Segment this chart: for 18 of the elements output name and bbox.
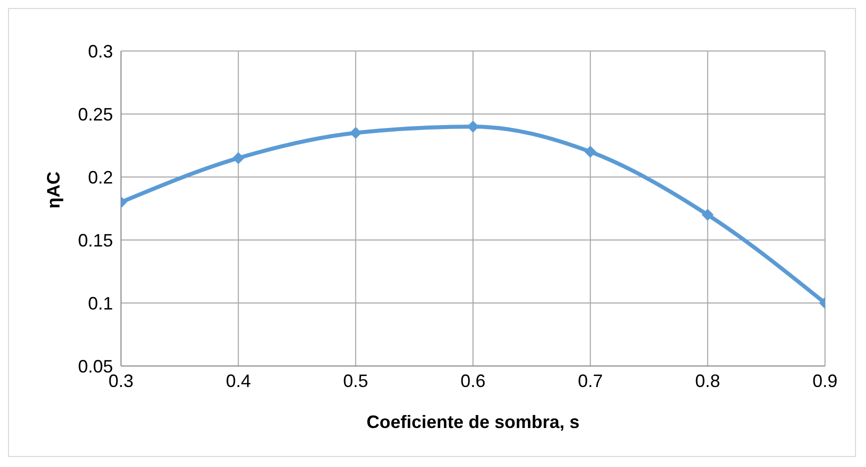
y-axis-title: ηAC (43, 172, 64, 208)
x-tick-label: 0.5 (343, 370, 368, 391)
point (350, 126, 362, 139)
y-tick-label: 0.2 (88, 167, 113, 188)
x-tick-label: 0.4 (226, 370, 251, 391)
x-axis-title: Coeficiente de sombra, s (366, 412, 580, 432)
point (232, 152, 244, 164)
x-tick-label: 0.8 (695, 370, 720, 391)
point (702, 208, 714, 221)
x-tick-label: 0.7 (578, 370, 603, 391)
y-tick-label: 0.1 (88, 293, 113, 314)
y-tick-label: 0.15 (78, 230, 113, 250)
point (584, 146, 596, 158)
y-tick-label: 0.3 (88, 41, 113, 62)
x-tick-label: 0.9 (812, 370, 838, 391)
y-tick-label: 0.25 (78, 104, 113, 124)
point (467, 120, 479, 133)
x-tick-label: 0.6 (460, 370, 486, 391)
